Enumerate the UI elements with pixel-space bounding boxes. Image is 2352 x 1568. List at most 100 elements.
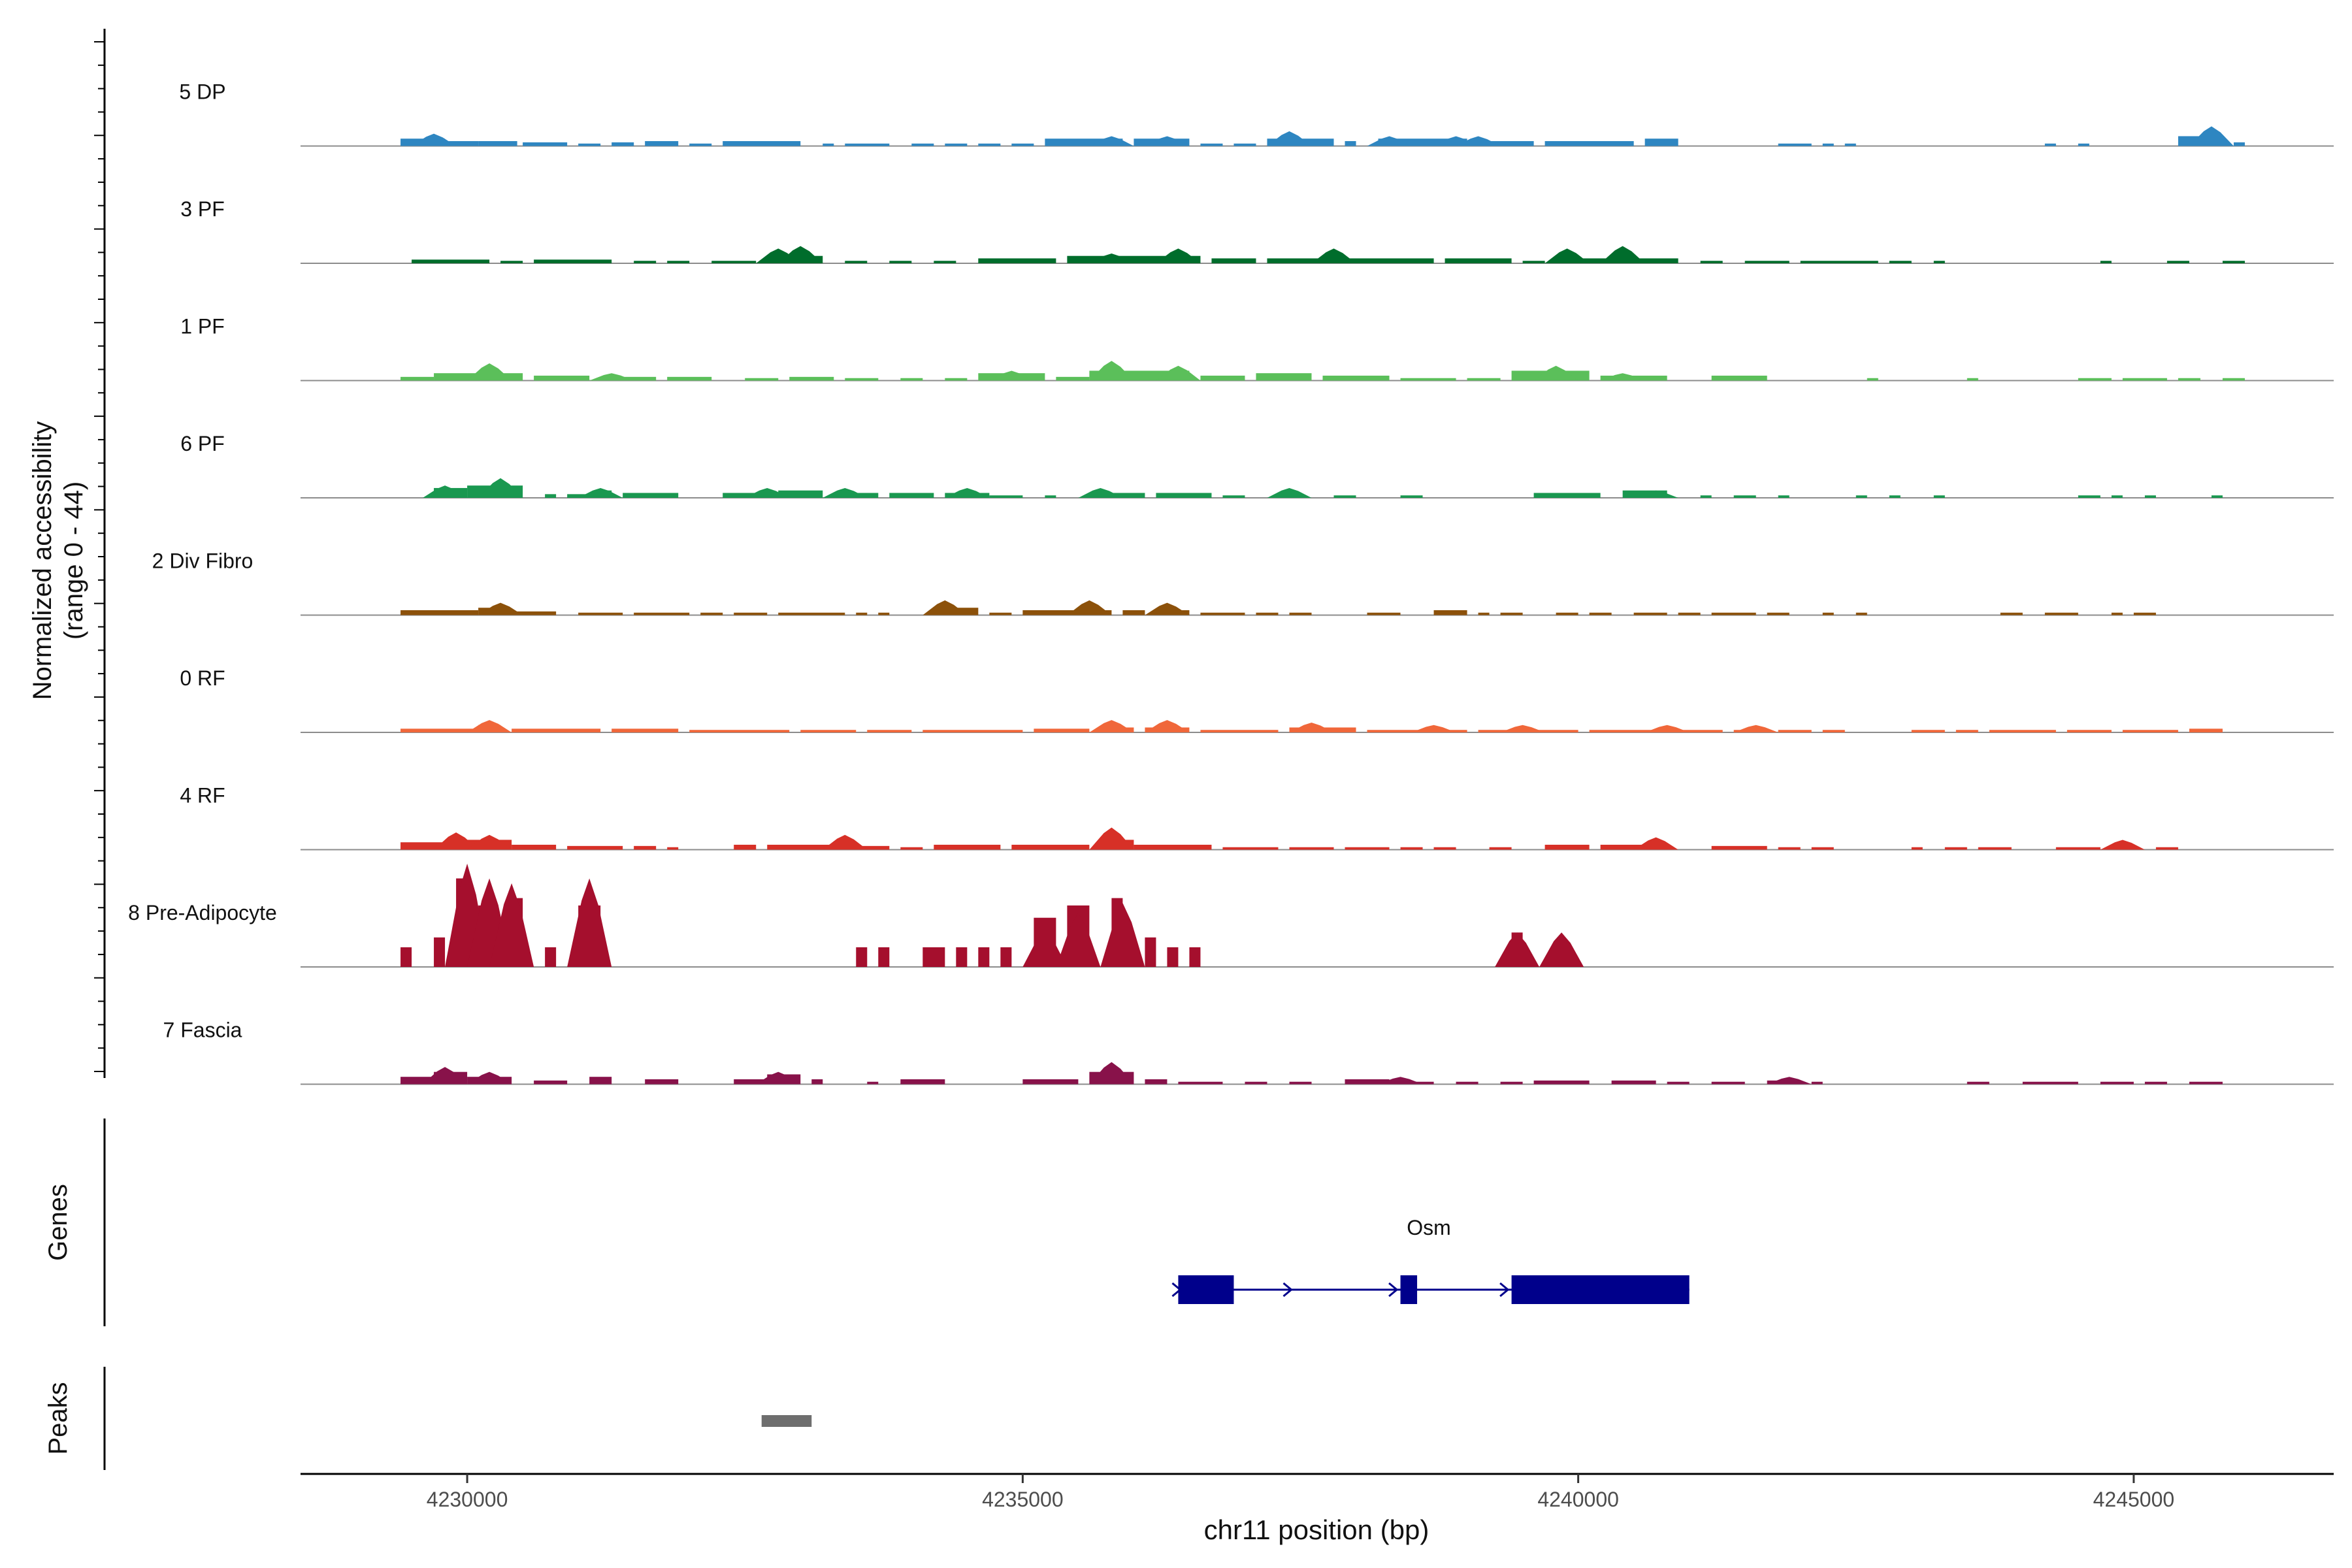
- coverage-bar: [900, 378, 923, 381]
- coverage-track: 0 RF: [180, 666, 2334, 733]
- coverage-peak: [1544, 248, 1590, 263]
- coverage-bar: [1711, 845, 1767, 850]
- strand-arrow: [1388, 1282, 1399, 1298]
- coverage-bar: [1822, 143, 1834, 146]
- coverage-bar: [1500, 612, 1523, 615]
- coverage-bar: [567, 494, 590, 498]
- coverage-peak: [1378, 1077, 1423, 1085]
- coverage-bar: [1345, 1079, 1390, 1085]
- coverage-bar: [1711, 1081, 1745, 1085]
- coverage-bar: [867, 730, 912, 732]
- coverage-bar: [856, 612, 868, 615]
- coverage-bar: [1544, 844, 1590, 850]
- coverage-bar: [1445, 258, 1512, 263]
- coverage-bar: [978, 947, 990, 967]
- coverage-bar: [500, 261, 523, 263]
- coverage-bar: [2044, 612, 2078, 615]
- coverage-bar: [1467, 378, 1501, 381]
- x-tick-label: 4235000: [982, 1488, 1064, 1511]
- coverage-bar: [2111, 612, 2123, 615]
- coverage-bar: [1644, 139, 1678, 146]
- track-label: 0 RF: [180, 666, 225, 690]
- coverage-bar: [2078, 495, 2100, 498]
- coverage-bar: [1522, 261, 1545, 263]
- gene-exon: [1178, 1275, 1234, 1304]
- coverage-peak: [434, 832, 479, 850]
- coverage-bar: [923, 730, 1023, 732]
- coverage-bar: [534, 259, 612, 263]
- coverage-bar: [767, 844, 834, 850]
- coverage-bar: [689, 730, 790, 732]
- coverage-bar: [878, 947, 890, 967]
- coverage-bar: [1822, 730, 1845, 732]
- coverage-bar: [945, 378, 968, 381]
- coverage-peak: [478, 602, 523, 615]
- x-tick-label: 4230000: [427, 1488, 508, 1511]
- track-label: 8 Pre-Adipocyte: [128, 901, 277, 924]
- coverage-bar: [778, 612, 845, 615]
- coverage-bar: [667, 261, 690, 263]
- peaks-panel-title: Peaks: [44, 1382, 73, 1454]
- coverage-bar: [1978, 847, 2012, 850]
- coverage-peak: [1767, 1077, 1812, 1085]
- coverage-track: 2 Div Fibro: [152, 549, 2334, 616]
- coverage-peak: [778, 246, 823, 263]
- coverage-peak: [423, 1067, 468, 1085]
- coverage-bar: [1533, 1080, 1590, 1085]
- coverage-bar: [889, 261, 912, 263]
- coverage-bar: [2111, 495, 2123, 498]
- coverage-peak: [1100, 903, 1145, 967]
- strand-arrow: [1171, 1282, 1182, 1298]
- y-axis-title-line2: (range 0 - 44): [59, 482, 88, 640]
- coverage-bar: [1034, 728, 1090, 732]
- track-label: 3 PF: [180, 197, 225, 221]
- coverage-bar: [1345, 258, 1434, 263]
- track-label: 7 Fascia: [163, 1019, 242, 1042]
- coverage-peak: [1633, 490, 1678, 498]
- coverage-bar: [900, 1079, 945, 1085]
- coverage-bar: [2144, 1081, 2167, 1085]
- coverage-bar: [2133, 612, 2156, 615]
- coverage-bar: [400, 1077, 434, 1085]
- coverage-bar: [578, 143, 601, 146]
- coverage-bar: [2211, 495, 2223, 498]
- coverage-bar: [745, 378, 779, 381]
- coverage-bar: [434, 937, 446, 967]
- coverage-bar: [867, 1081, 879, 1085]
- coverage-peak: [1456, 136, 1501, 146]
- coverage-bar: [1478, 730, 1523, 732]
- coverage-bar: [1478, 612, 1490, 615]
- coverage-bar: [2155, 847, 2178, 850]
- coverage-bar: [1145, 937, 1156, 967]
- coverage-bar: [400, 842, 446, 850]
- coverage-bar: [1556, 612, 1578, 615]
- coverage-bar: [845, 378, 879, 381]
- coverage-bar: [2189, 728, 2223, 732]
- coverage-bar: [1867, 378, 1878, 381]
- coverage-bar: [823, 143, 834, 146]
- coverage-peak: [1089, 827, 1134, 850]
- coverage-bar: [723, 140, 801, 146]
- coverage-peak: [1156, 365, 1201, 381]
- coverage-bar: [1811, 1081, 1823, 1085]
- coverage-bar: [634, 261, 657, 263]
- coverage-peak: [2100, 840, 2145, 850]
- coverage-bar: [1289, 847, 1334, 850]
- coverage-bar: [1022, 1079, 1079, 1085]
- coverage-bar: [1400, 847, 1423, 850]
- coverage-bar: [856, 947, 868, 967]
- coverage-bar: [900, 847, 923, 850]
- coverage-bar: [711, 261, 757, 263]
- peaks-track: [761, 1415, 812, 1427]
- coverage-peak: [478, 478, 523, 498]
- coverage-bar: [1333, 495, 1356, 498]
- coverage-bar: [1700, 261, 1723, 263]
- coverage-bar: [1178, 1081, 1223, 1085]
- coverage-bar: [2222, 378, 2245, 381]
- coverage-track: 6 PF: [180, 432, 2334, 498]
- coverage-bar: [845, 143, 890, 146]
- coverage-bar: [2178, 378, 2200, 381]
- coverage-bar: [1811, 847, 1834, 850]
- coverage-peak: [1145, 602, 1190, 615]
- coverage-bar: [400, 376, 434, 381]
